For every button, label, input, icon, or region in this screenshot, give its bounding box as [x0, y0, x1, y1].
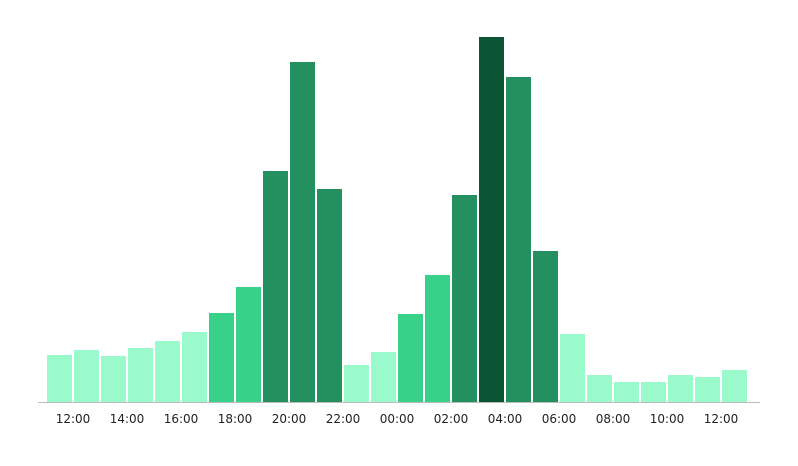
bar-10[interactable]: [317, 189, 342, 402]
bar-13[interactable]: [398, 314, 423, 402]
bar-22[interactable]: [641, 382, 666, 402]
bar-9[interactable]: [290, 62, 315, 402]
bars: [47, 37, 747, 402]
bar-5[interactable]: [182, 332, 207, 402]
x-tick-label: 22:00: [326, 412, 361, 426]
bar-0[interactable]: [47, 355, 72, 402]
x-tick-label: 00:00: [380, 412, 415, 426]
bar-21[interactable]: [614, 382, 639, 402]
x-tick-label: 02:00: [434, 412, 469, 426]
bar-20[interactable]: [587, 375, 612, 402]
bar-1[interactable]: [74, 350, 99, 402]
bar-6[interactable]: [209, 313, 234, 402]
bar-17[interactable]: [506, 77, 531, 402]
x-tick-label: 04:00: [488, 412, 523, 426]
bar-16[interactable]: [479, 37, 504, 402]
bar-12[interactable]: [371, 352, 396, 402]
bar-4[interactable]: [155, 341, 180, 402]
bar-23[interactable]: [668, 375, 693, 402]
x-tick-label: 12:00: [56, 412, 91, 426]
x-tick-label: 10:00: [650, 412, 685, 426]
x-tick-label: 18:00: [218, 412, 253, 426]
bar-3[interactable]: [128, 348, 153, 402]
bar-19[interactable]: [560, 334, 585, 402]
bar-7[interactable]: [236, 287, 261, 402]
x-tick-label: 20:00: [272, 412, 307, 426]
bar-14[interactable]: [425, 275, 450, 402]
x-axis-ticks: 12:00 14:00 16:00 18:00 20:00 22:00 00:00 02:00…: [56, 412, 739, 426]
x-tick-label: 16:00: [164, 412, 199, 426]
bar-11[interactable]: [344, 365, 369, 402]
x-tick-label: 08:00: [596, 412, 631, 426]
x-tick-label: 06:00: [542, 412, 577, 426]
bar-15[interactable]: [452, 195, 477, 402]
bar-25[interactable]: [722, 370, 747, 402]
bar-18[interactable]: [533, 251, 558, 402]
bar-2[interactable]: [101, 356, 126, 402]
bar-8[interactable]: [263, 171, 288, 402]
bar-24[interactable]: [695, 377, 720, 402]
x-tick-label: 12:00: [704, 412, 739, 426]
x-tick-label: 14:00: [110, 412, 145, 426]
